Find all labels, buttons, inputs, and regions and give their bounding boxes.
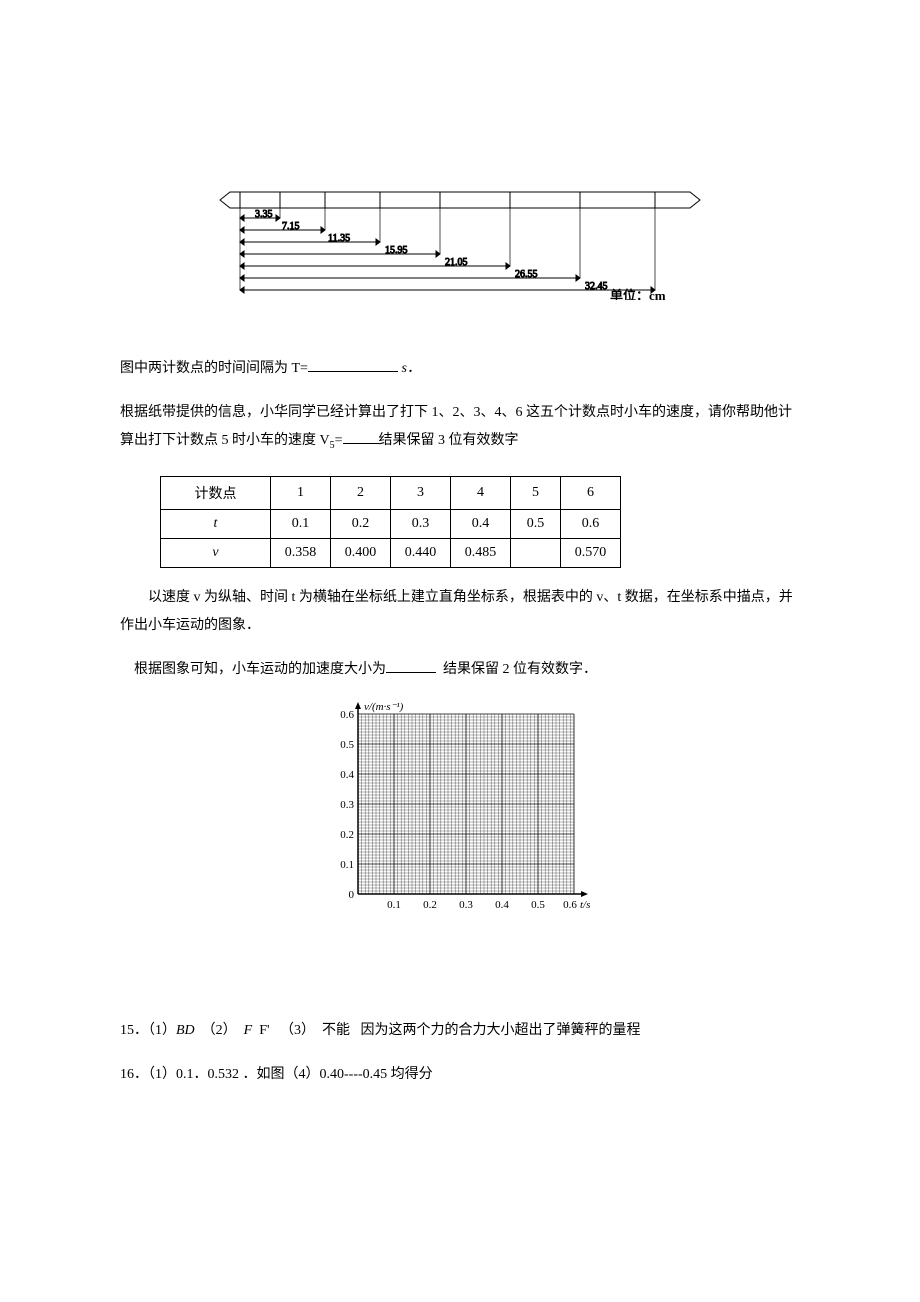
svg-text:0.3: 0.3 bbox=[459, 899, 473, 911]
cell: 0.358 bbox=[271, 538, 331, 567]
table-row: v 0.358 0.400 0.440 0.485 0.570 bbox=[161, 538, 621, 567]
svg-text:2: 2 bbox=[322, 190, 328, 193]
answer-16: 16．（1）0.1．0.532 ．如图（4）0.40----0.45 均得分 bbox=[120, 1061, 800, 1089]
svg-text:3: 3 bbox=[377, 190, 383, 193]
svg-text:26.55: 26.55 bbox=[515, 269, 538, 280]
answer-15: 15．（1）BD （2） F F' （3） 不能 因为这两个力的合力大小超出了弹… bbox=[120, 1017, 800, 1045]
svg-text:0.2: 0.2 bbox=[340, 829, 354, 841]
text: （1） bbox=[148, 1023, 176, 1038]
cell: 0.570 bbox=[561, 538, 621, 567]
cell bbox=[511, 538, 561, 567]
answers-block: 15．（1）BD （2） F F' （3） 不能 因为这两个力的合力大小超出了弹… bbox=[120, 1017, 800, 1089]
header-cell: 3 bbox=[391, 476, 451, 509]
text: s． bbox=[398, 361, 421, 376]
header-cell: 2 bbox=[331, 476, 391, 509]
svg-text:0.4: 0.4 bbox=[495, 899, 509, 911]
text: 不能 bbox=[322, 1023, 350, 1038]
text: 15． bbox=[120, 1023, 148, 1038]
svg-text:0.5: 0.5 bbox=[531, 899, 545, 911]
svg-text:0.4: 0.4 bbox=[340, 769, 354, 781]
svg-text:0.5: 0.5 bbox=[340, 739, 354, 751]
svg-text:0.6: 0.6 bbox=[340, 709, 354, 721]
text: BD bbox=[176, 1023, 195, 1038]
svg-text:15.95: 15.95 bbox=[385, 245, 408, 256]
svg-text:3.35: 3.35 bbox=[255, 209, 273, 220]
cell: 0.3 bbox=[391, 509, 451, 538]
question-interval: 图中两计数点的时间间隔为 T= s． bbox=[120, 355, 800, 383]
svg-text:6: 6 bbox=[577, 190, 583, 193]
velocity-time-graph: v/(m·s⁻¹) t/s 0 0.1 0.2 0.3 0.4 0.5 0.6 … bbox=[120, 702, 800, 927]
text: 结果保留 3 位有效数字 bbox=[379, 433, 519, 448]
question-v5: 根据纸带提供的信息，小华同学已经计算出了打下 1、2、3、4、6 这五个计数点时… bbox=[120, 399, 800, 456]
text: = bbox=[335, 433, 343, 448]
svg-text:0.1: 0.1 bbox=[387, 899, 401, 911]
text: 因为这两个力的合力大小超出了弹簧秤的量程 bbox=[361, 1023, 641, 1038]
svg-text:0.6: 0.6 bbox=[563, 899, 577, 911]
cell: 0.485 bbox=[451, 538, 511, 567]
svg-text:0.2: 0.2 bbox=[423, 899, 437, 911]
svg-text:32.45: 32.45 bbox=[585, 281, 608, 292]
velocity-data-table: 计数点 1 2 3 4 5 6 t 0.1 0.2 0.3 0.4 0.5 0.… bbox=[160, 476, 621, 568]
table-row: t 0.1 0.2 0.3 0.4 0.5 0.6 bbox=[161, 509, 621, 538]
svg-text:0.3: 0.3 bbox=[340, 799, 354, 811]
cell: 0.1 bbox=[271, 509, 331, 538]
svg-text:7.15: 7.15 bbox=[282, 221, 300, 232]
svg-text:1: 1 bbox=[277, 190, 283, 193]
question-plot: 以速度 v 为纵轴、时间 t 为横轴在坐标纸上建立直角坐标系，根据表中的 v、t… bbox=[120, 584, 800, 640]
row-label: v bbox=[161, 538, 271, 567]
svg-text:4: 4 bbox=[437, 190, 443, 193]
svg-text:7: 7 bbox=[652, 190, 658, 193]
table-row: 计数点 1 2 3 4 5 6 bbox=[161, 476, 621, 509]
svg-text:单位：cm: 单位：cm bbox=[610, 288, 666, 300]
svg-text:0.1: 0.1 bbox=[340, 859, 354, 871]
svg-text:21.05: 21.05 bbox=[445, 257, 468, 268]
text: F bbox=[244, 1023, 253, 1038]
text: （1）0.1．0.532 ．如图（4）0.40----0.45 均得分 bbox=[148, 1067, 433, 1082]
header-cell: 1 bbox=[271, 476, 331, 509]
header-cell: 6 bbox=[561, 476, 621, 509]
svg-text:0: 0 bbox=[349, 889, 355, 901]
row-label: t bbox=[161, 509, 271, 538]
cell: 0.4 bbox=[451, 509, 511, 538]
svg-text:11.35: 11.35 bbox=[328, 233, 350, 244]
svg-text:t/s: t/s bbox=[580, 899, 590, 911]
svg-text:0: 0 bbox=[237, 190, 243, 193]
text: 根据图象可知，小车运动的加速度大小为 bbox=[134, 662, 386, 677]
header-cell: 5 bbox=[511, 476, 561, 509]
blank bbox=[386, 658, 436, 673]
text: （3） bbox=[280, 1023, 315, 1038]
svg-text:5: 5 bbox=[507, 190, 513, 193]
blank bbox=[343, 429, 379, 444]
text: 16． bbox=[120, 1067, 148, 1082]
cell: 0.6 bbox=[561, 509, 621, 538]
cell: 0.5 bbox=[511, 509, 561, 538]
header-cell: 计数点 bbox=[161, 476, 271, 509]
svg-text:v/(m·s⁻¹): v/(m·s⁻¹) bbox=[364, 702, 404, 713]
tape-diagram: 0 1 2 3 4 5 6 7 3.35 7.15 11.35 bbox=[120, 190, 800, 305]
cell: 0.400 bbox=[331, 538, 391, 567]
header-cell: 4 bbox=[451, 476, 511, 509]
cell: 0.2 bbox=[331, 509, 391, 538]
text: 结果保留 2 位有效数字． bbox=[443, 662, 597, 677]
text: （2） bbox=[202, 1023, 237, 1038]
blank bbox=[308, 357, 398, 372]
question-acceleration: 根据图象可知，小车运动的加速度大小为 结果保留 2 位有效数字． bbox=[120, 656, 800, 684]
cell: 0.440 bbox=[391, 538, 451, 567]
text: F' bbox=[259, 1023, 269, 1038]
text: 图中两计数点的时间间隔为 T= bbox=[120, 361, 308, 376]
